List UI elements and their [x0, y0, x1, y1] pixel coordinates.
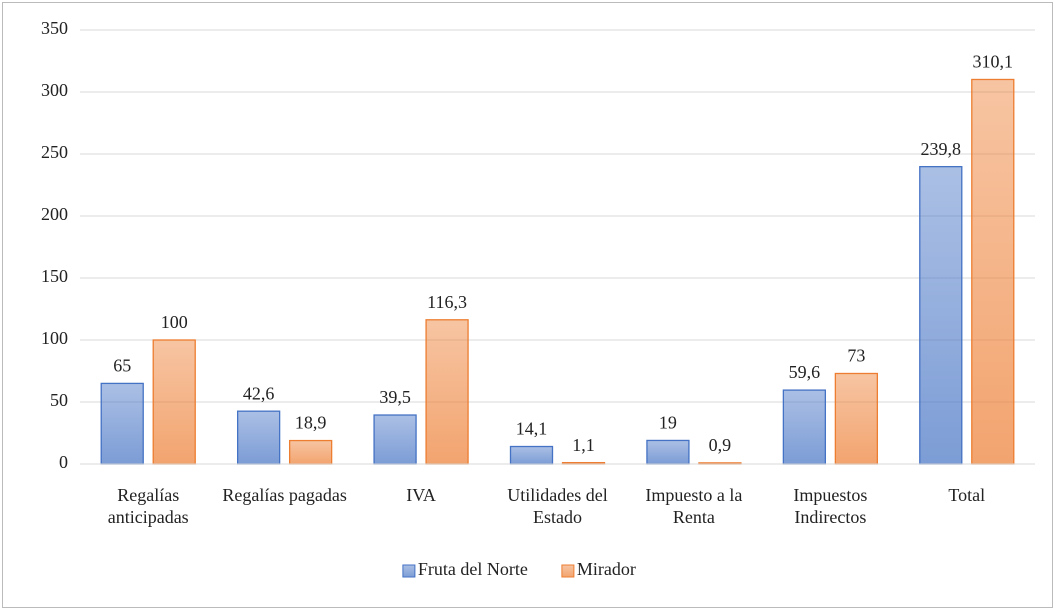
x-tick-label: Utilidades del Estado	[507, 485, 608, 527]
x-tick-label: Impuesto a la Renta	[645, 485, 743, 527]
y-tick-label: 300	[41, 80, 68, 100]
bar	[919, 165, 963, 465]
x-tick-label: Total	[948, 485, 986, 505]
legend-label: Fruta del Norte	[418, 559, 528, 579]
y-tick-label: 200	[41, 204, 68, 224]
data-label: 116,3	[427, 292, 467, 312]
y-tick-label: 250	[41, 142, 68, 162]
y-tick-label: 0	[59, 452, 68, 472]
legend-label: Mirador	[577, 559, 636, 579]
x-tick-label: Impuestos Indirectos	[793, 485, 868, 527]
x-tick-label: Regalías anticipadas	[107, 485, 189, 527]
data-label: 310,1	[973, 52, 1014, 72]
data-label: 14,1	[516, 419, 548, 439]
y-tick-label: 350	[41, 18, 68, 38]
data-label: 39,5	[379, 387, 411, 407]
bar	[646, 439, 690, 465]
bar	[834, 372, 879, 465]
bar	[373, 414, 417, 465]
data-label: 0,9	[709, 435, 732, 455]
x-tick-label: IVA	[406, 485, 436, 505]
data-label: 100	[161, 312, 188, 332]
y-tick-label: 150	[41, 266, 68, 286]
data-label: 19	[659, 413, 677, 433]
bar	[782, 389, 827, 465]
data-label: 42,6	[243, 383, 275, 403]
bar	[288, 439, 333, 465]
y-tick-label: 100	[41, 328, 68, 348]
legend-swatch	[561, 564, 575, 578]
bar	[152, 339, 196, 465]
bar	[236, 410, 281, 465]
bar	[425, 319, 469, 465]
bar	[509, 445, 554, 465]
data-label: 65	[113, 356, 131, 376]
bar	[100, 382, 144, 465]
data-label: 73	[847, 346, 865, 366]
x-tick-label: Regalías pagadas	[222, 485, 347, 505]
legend-swatch	[402, 564, 416, 578]
bar	[971, 78, 1015, 465]
data-label: 59,6	[789, 362, 821, 382]
data-label: 239,8	[921, 139, 962, 159]
data-label: 1,1	[572, 435, 595, 455]
y-tick-label: 50	[50, 390, 68, 410]
data-label: 18,9	[295, 413, 327, 433]
